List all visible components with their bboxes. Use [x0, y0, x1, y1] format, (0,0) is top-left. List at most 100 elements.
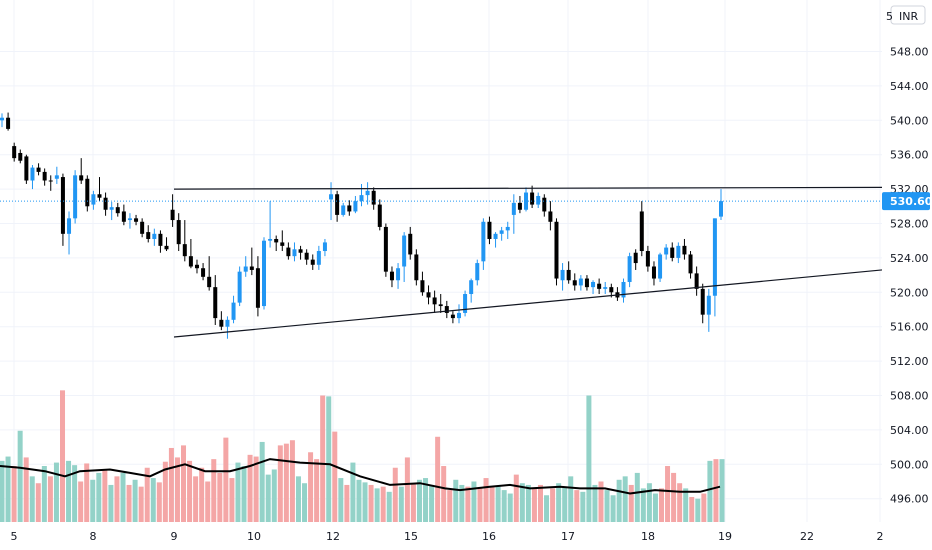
candle-body [286, 247, 291, 257]
candle [103, 192, 108, 216]
x-tick-label: 2 [877, 530, 884, 543]
volume-bar [707, 460, 713, 522]
candle [548, 201, 553, 231]
candle-body [420, 280, 425, 293]
candle [627, 252, 632, 288]
candle-body [426, 292, 431, 298]
candle-body [493, 233, 498, 239]
x-tick-label: 10 [247, 530, 261, 543]
candle [164, 237, 169, 252]
candle-body [560, 269, 565, 281]
volume-bar [683, 488, 689, 522]
candle [493, 232, 498, 248]
candle [225, 316, 230, 339]
candle [158, 230, 163, 253]
candle-body [140, 221, 145, 234]
price-axis[interactable]: 548.00544.00540.00536.00532.00528.00524.… [882, 0, 932, 550]
candle-body [274, 238, 279, 243]
volume-bar [259, 441, 265, 522]
candle [469, 278, 474, 303]
volume-bar [459, 484, 465, 522]
candle [463, 290, 468, 317]
candle [530, 185, 535, 209]
candle [12, 142, 17, 162]
candle-body [121, 211, 126, 222]
candle [475, 259, 480, 286]
volume-bar [392, 467, 398, 522]
candle-body [359, 195, 364, 202]
volume-bar [537, 484, 543, 522]
candle [371, 187, 376, 210]
volume-bar [72, 465, 78, 522]
candle-body [578, 278, 583, 286]
candle [377, 199, 382, 231]
y-tick-label: 500.00 [890, 458, 929, 471]
x-tick-label: 19 [718, 530, 732, 543]
volume-bar [640, 488, 646, 522]
grid [0, 0, 882, 522]
candle [396, 263, 401, 289]
candle [280, 230, 285, 252]
candle-body [712, 218, 717, 296]
candle [255, 256, 260, 317]
candle-body [213, 287, 218, 319]
candle [182, 220, 187, 262]
candle-body [450, 314, 455, 319]
x-tick-label: 5 [11, 530, 18, 543]
y-tick-label: 548.00 [890, 46, 929, 59]
candle [48, 175, 53, 191]
candle [194, 259, 199, 274]
candle [536, 192, 541, 209]
volume-bar [544, 495, 550, 522]
y-tick-label: 504.00 [890, 424, 929, 437]
candle [456, 304, 461, 324]
volume-bar [622, 476, 628, 522]
trendlines[interactable] [173, 186, 883, 338]
candle-body [24, 156, 29, 181]
volume-bar [604, 490, 610, 522]
trendline [173, 269, 883, 338]
candle-body [262, 240, 267, 307]
candle [268, 201, 273, 248]
candle [109, 202, 114, 221]
candle-body [170, 209, 175, 221]
candle-body [499, 230, 504, 234]
candle [121, 204, 126, 226]
candle [341, 202, 346, 217]
candle [554, 218, 559, 286]
candle [24, 154, 29, 184]
volume-bar [187, 460, 193, 522]
candle [219, 311, 224, 331]
volume-bar [90, 479, 96, 522]
volume-bar [41, 466, 47, 522]
volume-bar [5, 456, 11, 522]
candle-body [280, 242, 285, 246]
candle-body [597, 283, 602, 289]
candle [207, 256, 212, 291]
time-axis[interactable]: 5 8 9 10 12 15 16 17 18 19 22 2 [0, 522, 884, 550]
currency-indicator[interactable]: 5 INR [886, 5, 926, 25]
volume-bar [138, 486, 144, 522]
volume-bar [308, 452, 314, 522]
candle [42, 168, 47, 186]
currency-box[interactable] [890, 5, 926, 25]
volume-bar [525, 484, 531, 522]
candle-body [146, 232, 151, 239]
candle-body [414, 254, 419, 281]
candle-body [18, 152, 23, 161]
volume-bar [507, 493, 513, 522]
candle [243, 256, 248, 277]
volume-bar [380, 486, 386, 522]
volume-bar [695, 498, 701, 522]
candle [584, 275, 589, 291]
candle [481, 218, 486, 270]
volume-bar [193, 476, 199, 522]
volume-bar [314, 459, 320, 522]
candle-body [42, 171, 47, 181]
candle-body [658, 254, 663, 279]
candle-body [54, 175, 59, 179]
candle [213, 275, 218, 325]
candle-body [408, 233, 413, 255]
y-tick-label: 512.00 [890, 355, 929, 368]
